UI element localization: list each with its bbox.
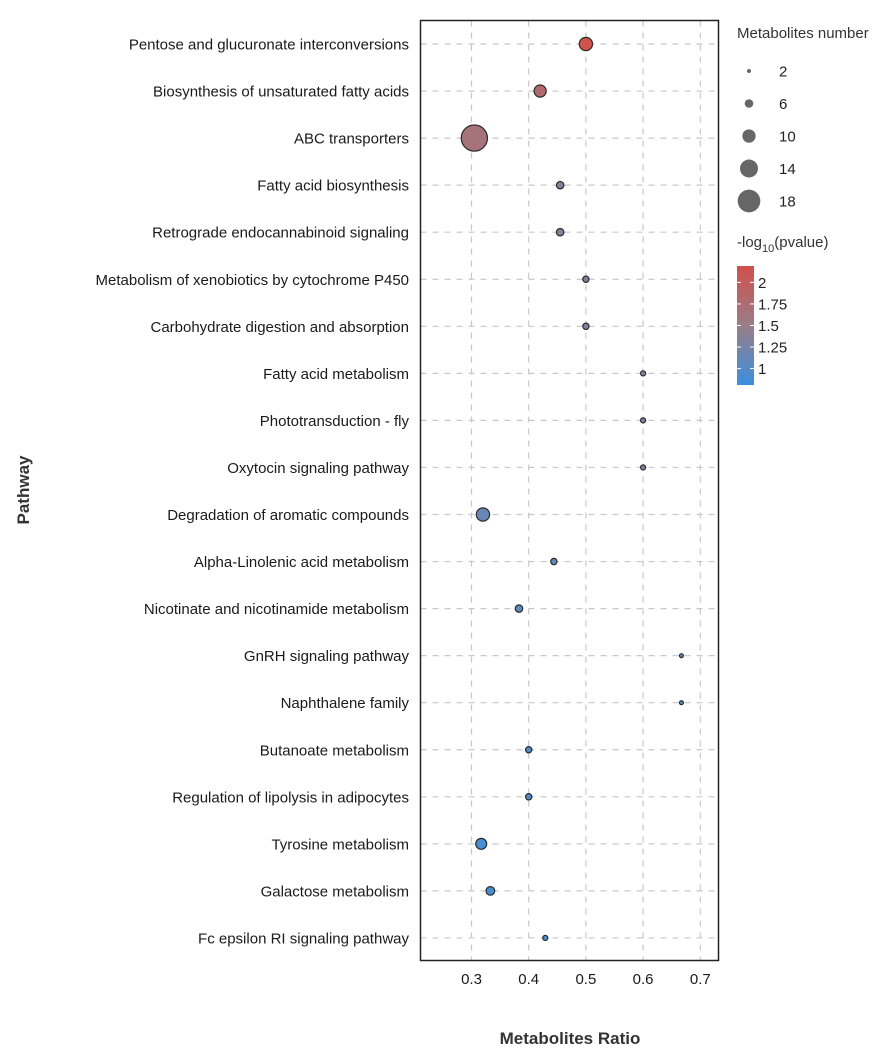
colorbar-tick-label: 1.5	[758, 318, 779, 335]
y-tick-label: Regulation of lipolysis in adipocytes	[172, 789, 409, 806]
x-tick-label: 0.3	[461, 971, 482, 988]
size-legend-marker	[744, 99, 754, 108]
size-legend: Metabolites number 2 6 10 14 18	[737, 25, 869, 213]
data-point	[678, 700, 684, 706]
data-point	[542, 934, 549, 942]
size-legend-label: 18	[779, 194, 796, 211]
colorbar-tick-label: 1	[758, 361, 766, 378]
data-point	[475, 507, 491, 522]
y-tick-label: Naphthalene family	[281, 695, 410, 712]
data-point	[639, 464, 647, 471]
color-legend: -log10(pvalue) 2 1.75 1.5 1.25 1	[737, 234, 828, 385]
size-legend-marker	[740, 159, 758, 178]
data-point	[524, 793, 533, 801]
data-point	[555, 227, 565, 237]
y-tick-label: Tyrosine metabolism	[271, 836, 409, 853]
size-legend-marker	[747, 69, 751, 73]
y-tick-label: Biosynthesis of unsaturated fatty acids	[153, 84, 409, 101]
colorbar	[737, 266, 754, 385]
size-legend-label: 2	[779, 64, 787, 81]
y-tick-label: Carbohydrate digestion and absorption	[150, 319, 409, 336]
y-tick-label: Phototransduction - fly	[260, 413, 410, 430]
data-point	[555, 180, 565, 190]
data-point	[533, 84, 547, 98]
y-tick-label: Fc epsilon RI signaling pathway	[198, 930, 409, 947]
y-tick-label: GnRH signaling pathway	[244, 648, 410, 665]
data-point	[639, 417, 647, 424]
y-tick-label: Fatty acid biosynthesis	[257, 178, 409, 195]
data-point	[678, 653, 684, 659]
x-tick-label: 0.4	[518, 971, 539, 988]
grid	[420, 20, 719, 961]
data-point	[475, 837, 488, 850]
size-legend-label: 6	[779, 96, 787, 113]
data-point	[582, 322, 590, 331]
data-point	[582, 275, 590, 283]
colorbar-tick-label: 2	[758, 275, 766, 292]
y-tick-label: Retrograde endocannabinoid signaling	[152, 225, 409, 242]
y-tick-label: Fatty acid metabolism	[263, 366, 409, 383]
x-tick-label: 0.7	[690, 971, 711, 988]
y-tick-label: ABC transporters	[294, 131, 409, 148]
color-legend-title: -log10(pvalue)	[737, 234, 828, 255]
size-legend-label: 10	[779, 129, 796, 146]
data-point	[578, 36, 594, 52]
data-point	[639, 370, 647, 377]
colorbar-tick-label: 1.25	[758, 340, 787, 357]
y-axis-title: Pathway	[14, 455, 33, 525]
data-point	[550, 557, 558, 566]
y-tick-label: Butanoate metabolism	[260, 742, 409, 759]
y-tick-label: Degradation of aromatic compounds	[167, 507, 409, 524]
size-legend-marker	[742, 129, 756, 143]
y-tick-label: Pentose and glucuronate interconversions	[129, 37, 409, 54]
size-legend-title: Metabolites number	[737, 25, 869, 42]
data-point	[514, 604, 524, 613]
plot-frame	[419, 19, 720, 962]
y-tick-label: Galactose metabolism	[261, 883, 409, 900]
size-legend-label: 14	[779, 161, 796, 178]
points	[460, 36, 684, 942]
y-tick-label: Metabolism of xenobiotics by cytochrome …	[96, 272, 409, 289]
data-point	[485, 885, 496, 896]
data-point	[524, 746, 533, 754]
x-tick-label: 0.6	[633, 971, 654, 988]
colorbar-tick-label: 1.75	[758, 296, 787, 313]
y-tick-label: Nicotinate and nicotinamide metabolism	[144, 601, 409, 618]
data-point	[460, 124, 489, 152]
x-axis-title: Metabolites Ratio	[500, 1029, 641, 1048]
y-tick-labels: Pentose and glucuronate interconversions…	[96, 37, 410, 948]
size-legend-marker	[737, 189, 761, 213]
y-tick-label: Alpha-Linolenic acid metabolism	[194, 554, 409, 571]
y-tick-label: Oxytocin signaling pathway	[227, 460, 409, 477]
x-tick-labels: 0.3 0.4 0.5 0.6 0.7	[461, 971, 711, 988]
x-tick-label: 0.5	[575, 971, 596, 988]
